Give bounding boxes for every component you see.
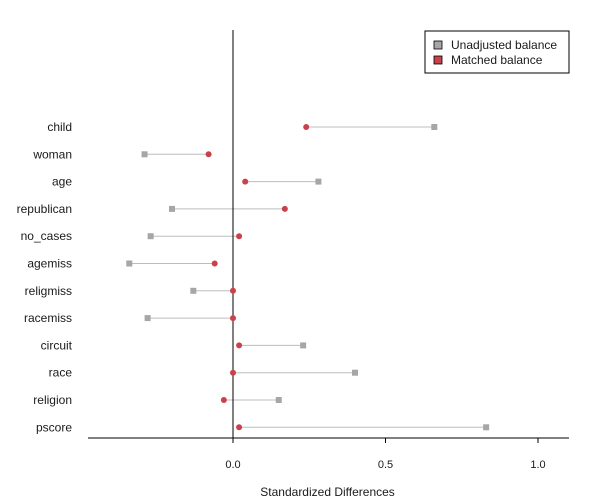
- matched-point-age: [242, 178, 249, 185]
- matched-point-woman: [205, 151, 212, 158]
- category-label-circuit: circuit: [41, 338, 73, 352]
- legend-label-matched: Matched balance: [451, 53, 543, 67]
- legend-label-unadjusted: Unadjusted balance: [451, 38, 557, 52]
- legend-key-matched: [433, 55, 443, 65]
- matched-point-religmiss: [230, 287, 236, 294]
- matched-point-race: [230, 369, 236, 376]
- category-label-pscore: pscore: [36, 420, 72, 434]
- unadjusted-point-circuit: [300, 342, 307, 349]
- unadjusted-point-woman: [141, 151, 148, 158]
- x-axis-ticks: 0.0 0.5 1.0: [225, 438, 546, 471]
- matched-point-religion: [220, 397, 227, 403]
- category-label-child: child: [47, 120, 72, 134]
- matched-point-circuit: [236, 342, 243, 349]
- unadjusted-point-age: [315, 178, 322, 185]
- category-label-race: race: [49, 366, 73, 380]
- matched-point-racemiss: [230, 315, 236, 322]
- unadjusted-point-no_cases: [147, 233, 154, 240]
- unadjusted-point-pscore: [483, 424, 490, 431]
- unadjusted-point-racemiss: [144, 315, 151, 322]
- unadjusted-point-religion: [275, 397, 282, 403]
- unadjusted-point-child: [431, 124, 438, 130]
- unadjusted-point-republican: [169, 205, 175, 212]
- category-label-no_cases: no_cases: [21, 229, 72, 243]
- unadjusted-point-agemiss: [126, 260, 133, 267]
- matched-point-no_cases: [236, 233, 243, 240]
- legend-key-unadjusted: [433, 40, 443, 50]
- x-tick-label: 1.0: [530, 459, 545, 471]
- x-tick-label: 0.0: [225, 459, 240, 471]
- category-label-age: age: [52, 175, 72, 189]
- category-label-religmiss: religmiss: [25, 284, 72, 298]
- category-label-agemiss: agemiss: [27, 257, 72, 271]
- category-label-republican: republican: [17, 202, 72, 216]
- matched-point-pscore: [236, 424, 243, 431]
- legend-box: [424, 30, 570, 74]
- x-axis-title: Standardized Differences: [260, 485, 395, 499]
- connector-lines: [129, 126, 487, 428]
- data-marks: [126, 124, 490, 431]
- category-label-racemiss: racemiss: [24, 311, 72, 325]
- category-label-religion: religion: [33, 393, 72, 407]
- x-tick-label: 0.5: [378, 459, 393, 471]
- matched-point-republican: [281, 205, 288, 212]
- matched-point-agemiss: [211, 260, 218, 267]
- unadjusted-point-race: [352, 369, 358, 376]
- unadjusted-point-religmiss: [190, 287, 197, 294]
- matched-point-child: [303, 124, 310, 130]
- category-label-woman: woman: [32, 147, 72, 161]
